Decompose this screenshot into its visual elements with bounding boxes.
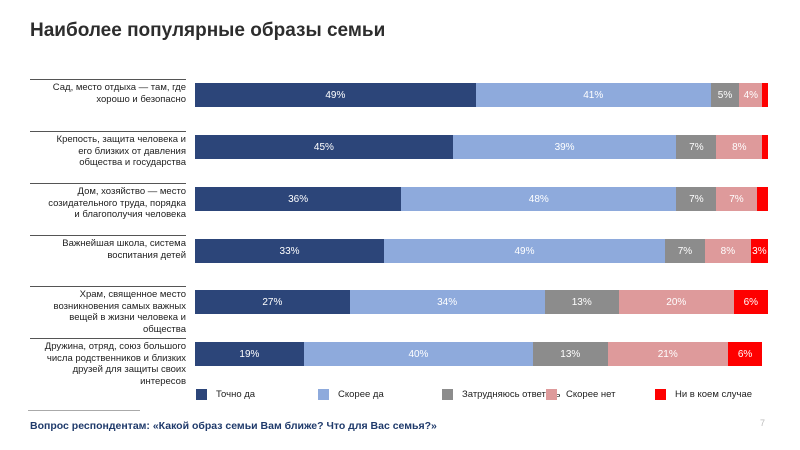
bar-segment — [739, 83, 763, 107]
data-label: 3% — [752, 245, 767, 257]
bar-segment — [195, 239, 385, 263]
bar-segment — [750, 239, 768, 263]
bar-segment — [733, 290, 768, 314]
data-label: 45% — [313, 141, 334, 153]
category-label: Дружина, отряд, союз большого числа родс… — [30, 338, 186, 387]
category-label: Храм, священное место возникновения самы… — [30, 286, 186, 335]
bar-segment — [195, 135, 453, 159]
data-label: 33% — [279, 245, 300, 257]
data-label: 49% — [514, 245, 535, 257]
data-label: 4% — [743, 89, 759, 101]
data-label: 39% — [554, 141, 575, 153]
legend-swatch — [442, 389, 453, 400]
data-label: 5% — [717, 89, 733, 101]
data-label: 7% — [689, 141, 704, 153]
data-label: 7% — [729, 193, 744, 205]
bar-segment — [533, 342, 608, 366]
legend-label: Ни в коем случае — [675, 389, 753, 400]
bar-segment — [727, 342, 763, 366]
bar-segment — [607, 342, 728, 366]
data-label: 49% — [325, 89, 346, 101]
bar-segment — [762, 135, 768, 159]
page-number: 7 — [760, 418, 766, 428]
bar-segment — [195, 187, 402, 211]
legend-swatch — [196, 389, 207, 400]
data-label: 13% — [560, 348, 581, 360]
bar-segment — [195, 290, 350, 314]
data-label: 7% — [677, 245, 693, 257]
bar-segment — [710, 83, 740, 107]
data-label: 48% — [528, 193, 549, 205]
data-label: 34% — [437, 296, 458, 308]
bar-segment — [544, 290, 619, 314]
bar-segment — [762, 83, 768, 107]
bar-segment — [195, 83, 476, 107]
bar-segment — [195, 342, 304, 366]
data-label: 19% — [239, 348, 260, 360]
bar-segment — [452, 135, 677, 159]
category-label: Крепость, защита человека и его близких … — [30, 131, 186, 169]
bar-segment — [664, 239, 705, 263]
legend-swatch — [655, 389, 666, 400]
bar-segment — [349, 290, 545, 314]
category-label: Важнейшая школа, система воспитания дете… — [30, 235, 186, 261]
legend-swatch — [318, 389, 329, 400]
legend-label: Точно да — [216, 389, 256, 400]
bar-segment — [619, 290, 734, 314]
bar-segment — [401, 187, 677, 211]
bar-segment — [475, 83, 711, 107]
bar-segment — [756, 187, 768, 211]
data-label: 20% — [666, 296, 687, 308]
category-label: Дом, хозяйство — место созидательного тр… — [30, 183, 186, 221]
data-label: 8% — [732, 141, 747, 153]
bar-segment — [716, 135, 763, 159]
footnote: Вопрос респондентам: «Какой образ семьи … — [30, 420, 437, 432]
bar-segment — [676, 187, 717, 211]
data-label: 27% — [262, 296, 283, 308]
legend-swatch — [546, 389, 557, 400]
data-label: 6% — [743, 296, 759, 308]
bar-segment — [676, 135, 717, 159]
data-label: 40% — [408, 348, 429, 360]
legend-label: Скорее да — [338, 389, 384, 400]
bar-segment — [384, 239, 665, 263]
data-label: 7% — [689, 193, 704, 205]
data-label: 13% — [571, 296, 592, 308]
legend-label: Затрудняюсь ответить — [462, 389, 561, 400]
data-label: 41% — [583, 89, 604, 101]
data-label: 8% — [720, 245, 736, 257]
legend-label: Скорее нет — [566, 389, 616, 400]
bar-segment — [303, 342, 534, 366]
data-label: 36% — [288, 193, 309, 205]
data-label: 21% — [657, 348, 678, 360]
bar-segment — [716, 187, 757, 211]
category-label: Сад, место отдыха — там, где хорошо и бе… — [30, 79, 186, 105]
bar-segment — [704, 239, 751, 263]
data-label: 6% — [737, 348, 753, 360]
footnote-rule — [28, 410, 140, 411]
chart-title: Наиболее популярные образы семьи — [30, 20, 386, 41]
